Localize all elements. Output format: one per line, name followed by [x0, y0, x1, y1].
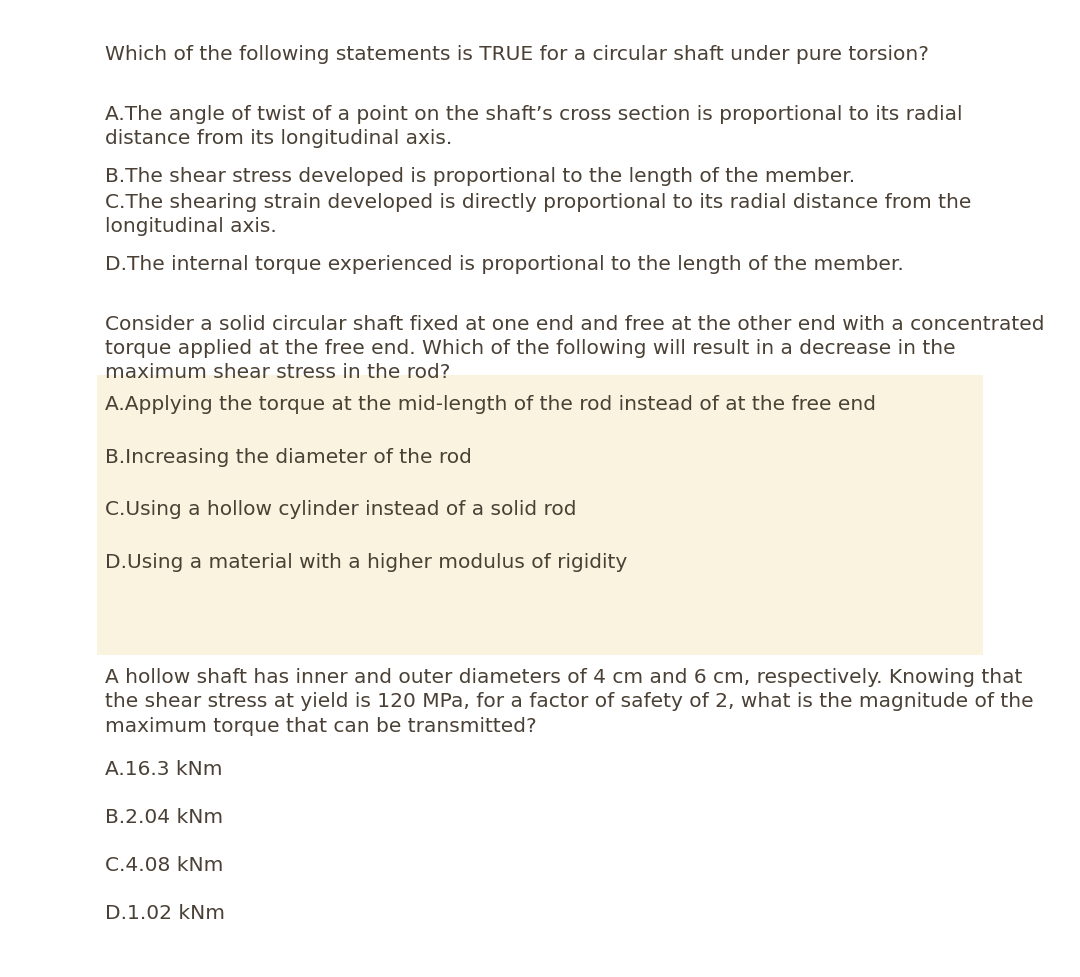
Text: D.Using a material with a higher modulus of rigidity: D.Using a material with a higher modulus… — [105, 553, 627, 572]
Text: A.16.3 kNm: A.16.3 kNm — [105, 760, 222, 779]
Text: D.1.02 kNm: D.1.02 kNm — [105, 904, 225, 923]
Text: C.4.08 kNm: C.4.08 kNm — [105, 856, 224, 875]
Text: A.Applying the torque at the mid-length of the rod instead of at the free end: A.Applying the torque at the mid-length … — [105, 395, 876, 414]
Text: C.The shearing strain developed is directly proportional to its radial distance : C.The shearing strain developed is direc… — [105, 193, 971, 236]
Text: Consider a solid circular shaft fixed at one end and free at the other end with : Consider a solid circular shaft fixed at… — [105, 315, 1044, 383]
Text: Which of the following statements is TRUE for a circular shaft under pure torsio: Which of the following statements is TRU… — [105, 45, 929, 64]
Text: A.The angle of twist of a point on the shaft’s cross section is proportional to : A.The angle of twist of a point on the s… — [105, 105, 962, 149]
Text: B.The shear stress developed is proportional to the length of the member.: B.The shear stress developed is proporti… — [105, 167, 855, 186]
Text: A hollow shaft has inner and outer diameters of 4 cm and 6 cm, respectively. Kno: A hollow shaft has inner and outer diame… — [105, 668, 1034, 736]
Text: C.Using a hollow cylinder instead of a solid rod: C.Using a hollow cylinder instead of a s… — [105, 500, 577, 519]
FancyBboxPatch shape — [97, 375, 983, 655]
Text: D.The internal torque experienced is proportional to the length of the member.: D.The internal torque experienced is pro… — [105, 255, 904, 274]
Text: B.Increasing the diameter of the rod: B.Increasing the diameter of the rod — [105, 448, 472, 467]
Text: B.2.04 kNm: B.2.04 kNm — [105, 808, 224, 827]
